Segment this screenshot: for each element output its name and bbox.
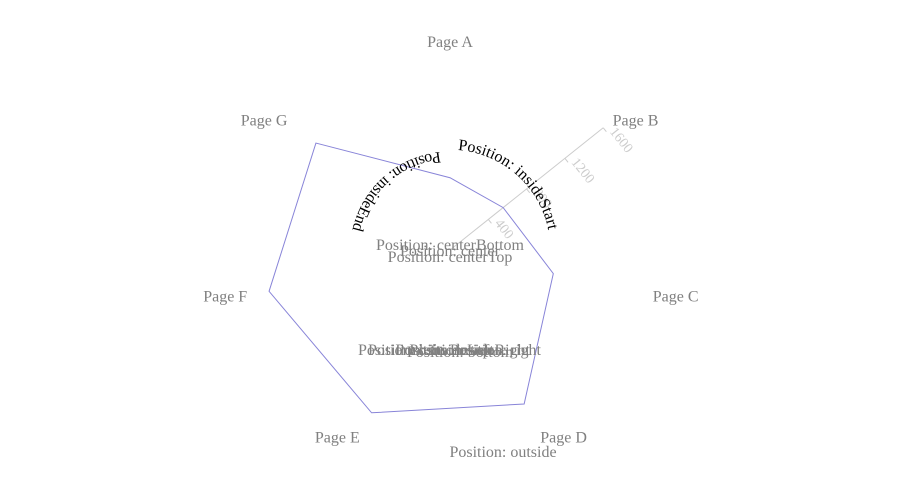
annotation: Position: top — [409, 342, 490, 359]
annotation: Position: bottom — [407, 344, 514, 361]
annotation: Position: left — [358, 342, 441, 359]
axis-label: Page F — [203, 288, 247, 305]
tick-mark — [564, 158, 569, 163]
annotation: Position: outside — [449, 444, 556, 461]
annotation-inside-start: Position: insideStart — [457, 137, 561, 232]
axis-label: Page C — [653, 288, 699, 305]
axis-label: Page E — [315, 429, 360, 446]
tick-mark — [526, 188, 531, 194]
annotation: Position: insideEnd — [349, 148, 442, 233]
annotation: Position: insideLeft — [368, 342, 494, 359]
annotation: Position: centerBottom — [376, 237, 525, 254]
radar-area — [268, 142, 554, 414]
radius-tick-label: 1600 — [606, 125, 635, 156]
tick-mark — [487, 219, 492, 224]
tick-mark — [602, 127, 607, 133]
annotation: Position: right — [450, 342, 542, 359]
radius-tick-label: 1200 — [568, 155, 597, 186]
annotation: Position: centerTop — [388, 249, 513, 266]
axis-label: Page D — [540, 429, 587, 446]
axis-label: Page B — [613, 112, 659, 129]
annotation: Position: insideRight — [395, 342, 530, 359]
axis-label: Page A — [427, 34, 473, 51]
axis-label: Page G — [241, 112, 288, 129]
annotation: Position: insideStart — [457, 137, 561, 232]
annotation: Position: center — [400, 243, 501, 260]
annotation-inside-end: Position: insideEnd — [349, 148, 442, 233]
